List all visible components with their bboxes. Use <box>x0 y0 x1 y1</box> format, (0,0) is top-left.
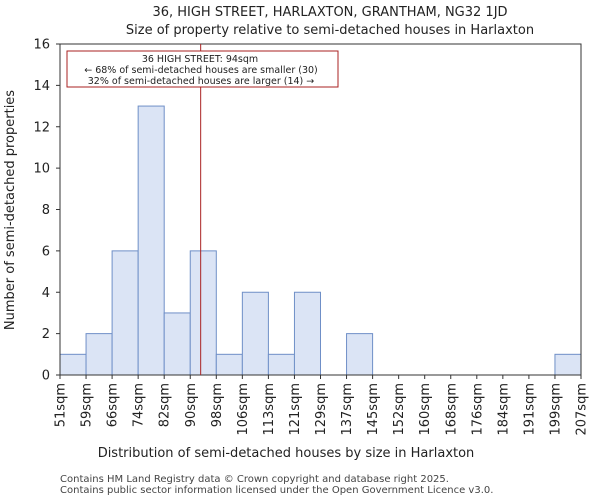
bar-98sqm <box>215 353 243 376</box>
bar-66sqm <box>111 250 139 376</box>
x-tick-label-176sqm: 176sqm <box>470 383 485 436</box>
x-tick-label-160sqm: 160sqm <box>418 383 433 436</box>
annotation-larger: 32% of semi-detached houses are larger (… <box>88 76 315 87</box>
y-tick-label: 16 <box>33 38 50 53</box>
y-tick-label: 8 <box>42 203 50 218</box>
x-tick-label-98sqm: 98sqm <box>210 383 225 427</box>
y-axis: 0 2 4 6 8 10 12 14 16 <box>33 38 60 384</box>
y-tick-label: 14 <box>33 79 50 94</box>
annotation-box <box>66 50 339 88</box>
x-axis-label: Distribution of semi-detached houses by … <box>98 446 475 461</box>
x-tick-label-66sqm: 66sqm <box>106 383 121 427</box>
x-tick-label-152sqm: 152sqm <box>392 383 407 436</box>
y-tick-label: 12 <box>33 120 50 135</box>
y-tick-label: 4 <box>42 286 50 301</box>
bars-group <box>59 105 582 376</box>
y-tick-label: 6 <box>42 244 50 259</box>
histogram-chart: 36, HIGH STREET, HARLAXTON, GRANTHAM, NG… <box>3 5 590 461</box>
bar-59sqm <box>85 333 113 376</box>
x-tick-label-145sqm: 145sqm <box>366 383 381 436</box>
bar-74sqm <box>137 105 165 376</box>
plot-frame <box>59 43 582 376</box>
bar-106sqm <box>241 291 269 376</box>
bar-199sqm <box>554 353 582 376</box>
x-axis: 51sqm 59sqm 66sqm 74sqm 82sqm 90sqm 98sqm 106sq… <box>54 375 590 436</box>
x-tick-label-184sqm: 184sqm <box>496 383 511 436</box>
bar-137sqm <box>346 333 374 376</box>
bar-82sqm <box>163 312 191 376</box>
bar-90sqm <box>189 250 217 376</box>
y-axis-label: Number of semi-detached properties <box>3 90 18 330</box>
x-tick-label-129sqm: 129sqm <box>314 383 329 436</box>
x-tick-label-199sqm: 199sqm <box>548 383 563 436</box>
annotation-title: 36 HIGH STREET: 94sqm <box>142 54 258 65</box>
footer-line-2: Contains public sector information licen… <box>60 485 494 496</box>
chart-subtitle: Size of property relative to semi-detach… <box>126 23 534 38</box>
bar-121sqm <box>293 291 322 376</box>
bar-113sqm <box>267 353 295 376</box>
annotation-smaller: ← 68% of semi-detached houses are smalle… <box>84 65 318 76</box>
x-tick-label-59sqm: 59sqm <box>80 383 95 427</box>
bar-51sqm <box>59 353 87 376</box>
y-tick-label: 0 <box>42 369 50 384</box>
x-tick-label-106sqm: 106sqm <box>236 383 251 436</box>
chart-title: 36, HIGH STREET, HARLAXTON, GRANTHAM, NG… <box>152 5 507 20</box>
x-tick-label-113sqm: 113sqm <box>262 383 277 436</box>
footer-line-1: Contains HM Land Registry data © Crown c… <box>60 474 449 485</box>
x-tick-label-82sqm: 82sqm <box>158 383 173 427</box>
y-tick-label: 2 <box>42 327 50 342</box>
x-tick-label-168sqm: 168sqm <box>444 383 459 436</box>
x-tick-label-137sqm: 137sqm <box>340 383 355 436</box>
x-tick-label-51sqm: 51sqm <box>54 383 69 427</box>
x-tick-label-90sqm: 90sqm <box>184 383 199 427</box>
property-annotation: 36 HIGH STREET: 94sqm ← 68% of semi-deta… <box>66 50 339 88</box>
x-tick-label-191sqm: 191sqm <box>522 383 537 436</box>
y-tick-label: 10 <box>33 162 50 177</box>
x-tick-label-74sqm: 74sqm <box>132 383 147 427</box>
x-tick-label-121sqm: 121sqm <box>288 383 303 436</box>
x-tick-label-207sqm: 207sqm <box>575 383 590 436</box>
